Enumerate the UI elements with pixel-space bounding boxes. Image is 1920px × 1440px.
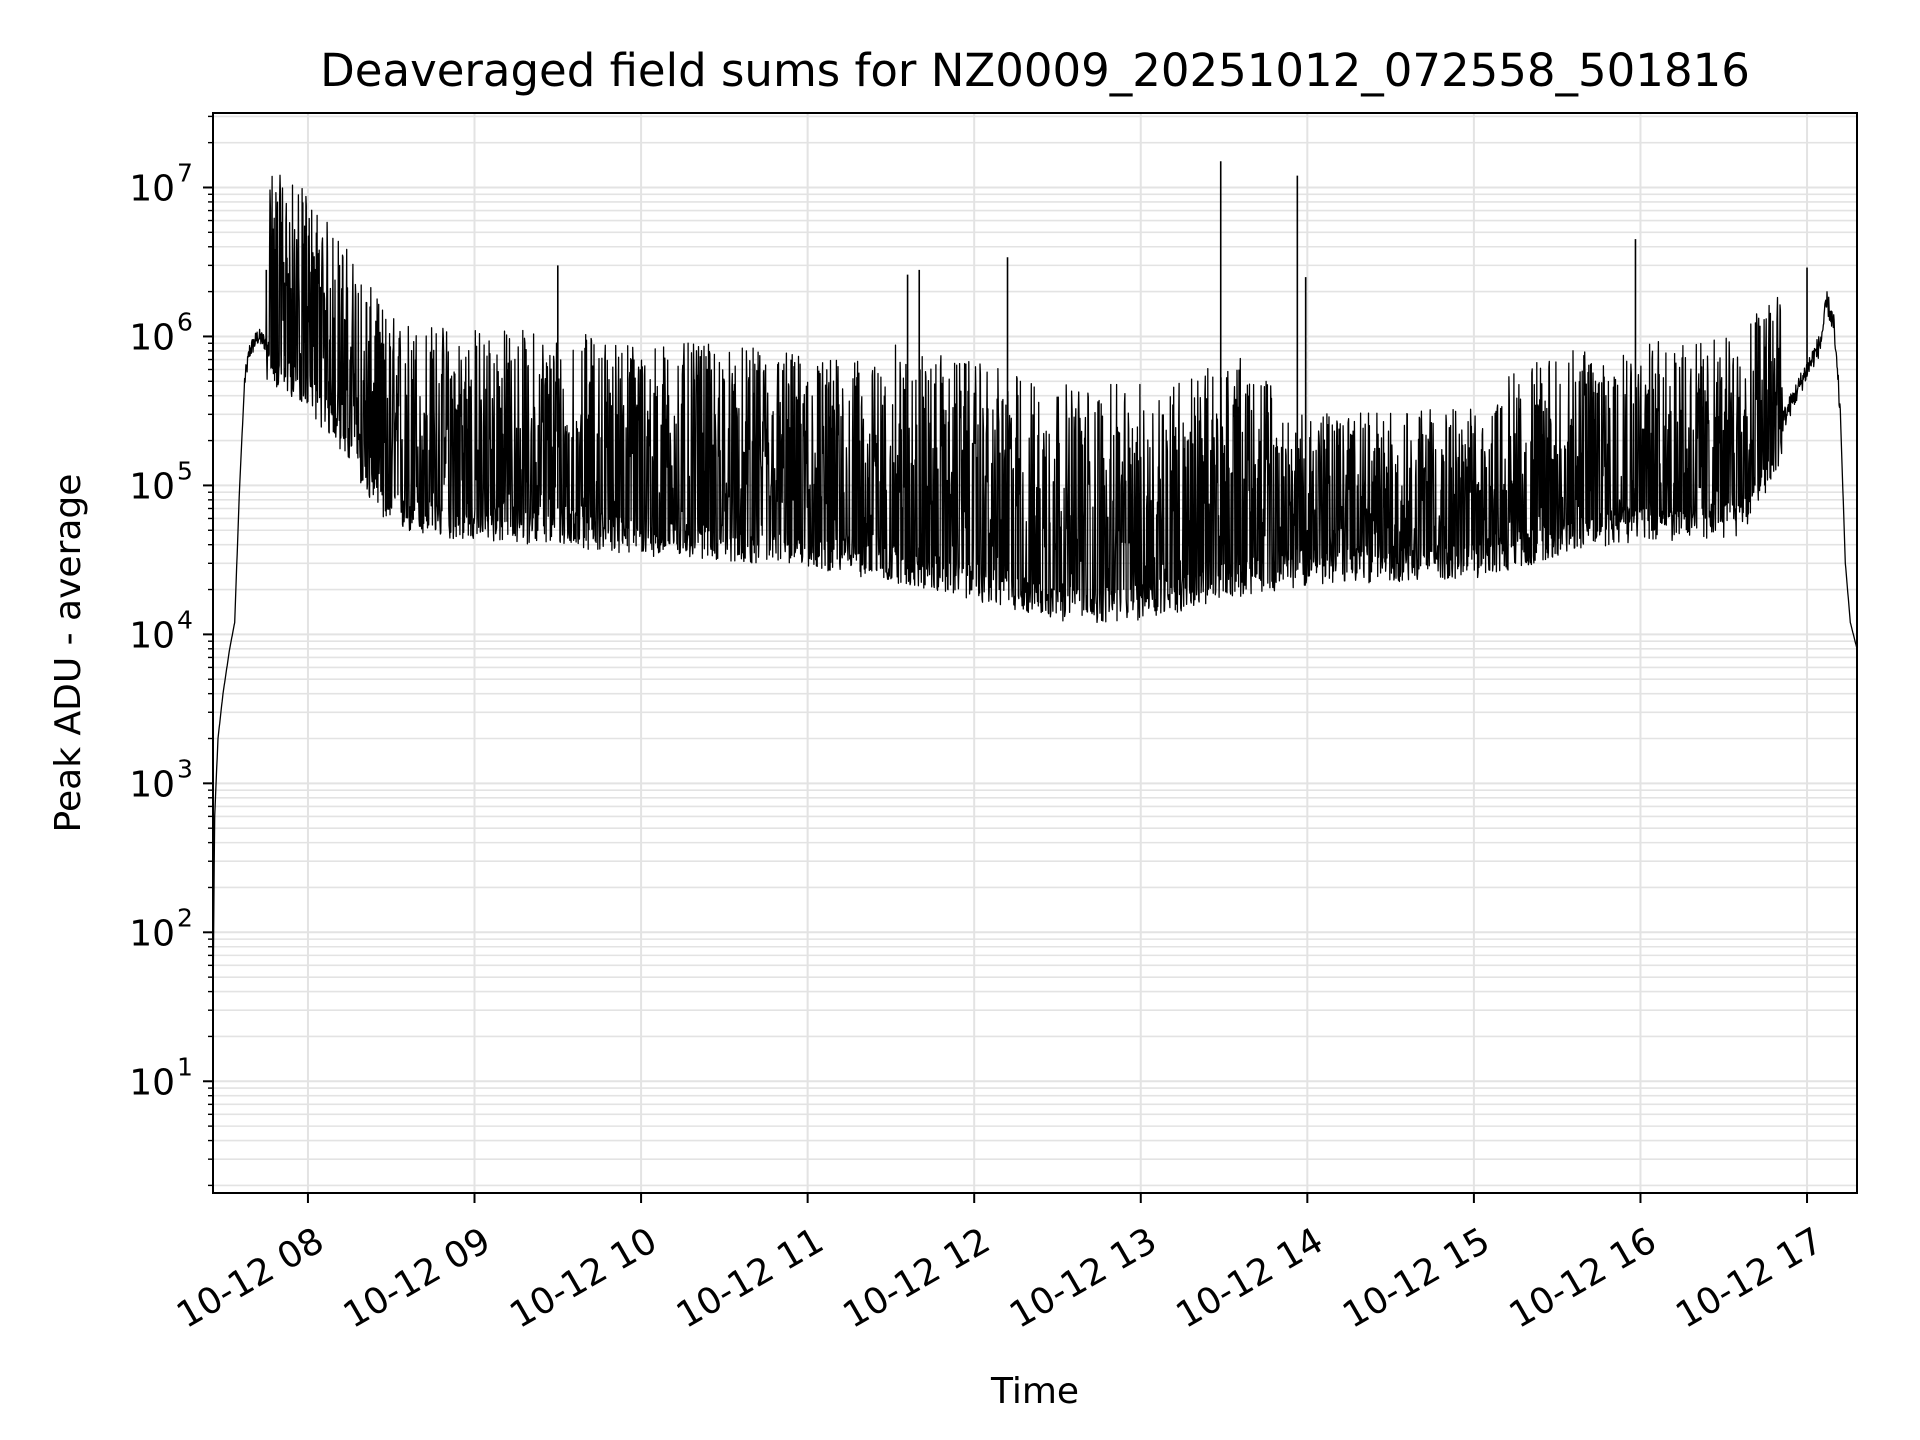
y-tick-base: 10 — [129, 1062, 175, 1103]
plot-frame — [212, 112, 1858, 1194]
y-tick-label: 10 — [129, 615, 175, 656]
y-tick-label: 10 — [129, 1062, 175, 1103]
y-tick-base: 10 — [129, 317, 175, 358]
y-tick-base: 10 — [129, 764, 175, 805]
y-tick-base: 10 — [129, 913, 175, 954]
y-tick-label: 10 — [129, 764, 175, 805]
y-tick-base: 10 — [129, 466, 175, 507]
y-tick-label: 10 — [129, 168, 175, 209]
x-axis-label: Time — [990, 1371, 1079, 1412]
y-tick-label: 10 — [129, 317, 175, 358]
y-tick-exponent: 4 — [177, 605, 193, 634]
y-tick-exponent: 3 — [177, 754, 193, 783]
chart-title: Deaveraged field sums for NZ0009_2025101… — [320, 44, 1750, 97]
y-tick-exponent: 2 — [177, 903, 193, 932]
y-tick-exponent: 5 — [177, 456, 193, 485]
y-axis-label: Peak ADU - average — [48, 474, 89, 833]
data-series — [212, 161, 1858, 1011]
y-tick-label: 10 — [129, 466, 175, 507]
series-line — [212, 174, 1858, 1011]
y-tick-base: 10 — [129, 168, 175, 209]
y-tick-exponent: 7 — [177, 158, 193, 187]
y-tick-exponent: 1 — [177, 1052, 193, 1081]
y-tick-label: 10 — [129, 913, 175, 954]
y-tick-exponent: 6 — [177, 307, 193, 336]
y-tick-base: 10 — [129, 615, 175, 656]
